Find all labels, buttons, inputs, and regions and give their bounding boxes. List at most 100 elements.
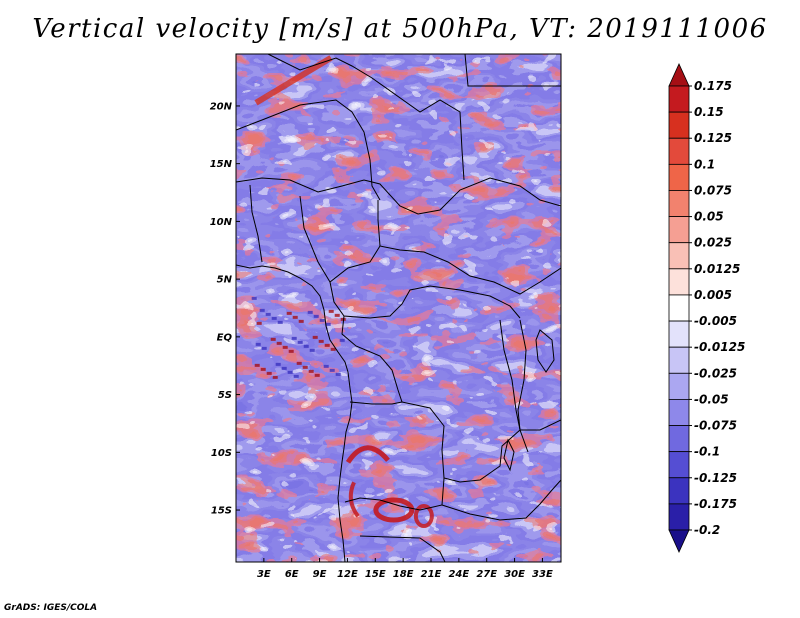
dipole-cell	[329, 368, 335, 372]
dipole-cell	[271, 316, 277, 320]
dipole-cell	[261, 346, 267, 350]
dipole-cell	[330, 347, 336, 351]
colorbar-label: 0.125	[694, 131, 732, 145]
border-13	[441, 479, 561, 521]
colorbar-segment	[668, 294, 690, 322]
dipole-cell	[281, 366, 287, 370]
border-2	[464, 54, 561, 87]
dipole-cell	[312, 335, 318, 339]
ascent-ring	[373, 497, 415, 523]
colorbar-label: 0.175	[694, 79, 732, 93]
colorbar-segment	[668, 111, 690, 139]
border-4	[236, 177, 561, 215]
colorbar-segment	[668, 477, 690, 505]
dipole-cell	[339, 338, 345, 342]
dipole-cell	[325, 322, 331, 326]
border-5	[249, 184, 263, 263]
colorbar: 0.175 0.15 0.125 0.1 0.075 0.05 0.025 0.0125 0.0…	[668, 63, 745, 553]
dipole-cell	[334, 313, 340, 317]
border-10	[401, 401, 561, 483]
border-8	[329, 281, 521, 319]
dipole-cell	[288, 349, 294, 353]
dipole-cell	[297, 340, 303, 344]
dipole-cell	[308, 369, 314, 373]
colorbar-segment	[668, 137, 690, 165]
x-tick-label: 21E	[421, 569, 442, 580]
y-tick-label: 5S	[218, 390, 232, 401]
colorbar-label: 0.05	[694, 210, 724, 224]
colorbar-segment	[668, 503, 690, 531]
dipole-cell	[302, 365, 308, 369]
colorbar-label: 0.0125	[694, 262, 740, 276]
dipole-cell	[324, 343, 330, 347]
ascent-band	[254, 55, 333, 106]
y-tick-label: 10S	[211, 448, 232, 459]
x-tick-label: 24E	[448, 569, 469, 580]
border-15	[499, 319, 521, 431]
colorbar-label: 0.005	[694, 288, 732, 302]
y-tick-label: 15N	[210, 159, 233, 170]
x-tick-label: 30E	[504, 569, 525, 580]
dipole-cell	[276, 341, 282, 345]
dipole-cell	[286, 311, 292, 315]
dipole-cell	[309, 348, 315, 352]
x-tick-label: 6E	[285, 569, 299, 580]
y-axis: 20N 15N 10N 5N EQ 5S 10S 15S	[210, 101, 240, 517]
ascent-arc	[348, 481, 360, 518]
colorbar-label: -0.075	[694, 419, 737, 433]
colorbar-arrow-top	[668, 63, 690, 87]
dipole-cell	[307, 310, 313, 314]
y-tick-label: EQ	[217, 332, 233, 343]
dipole-cell	[259, 308, 265, 312]
colorbar-segment	[668, 320, 690, 348]
dipole-cell	[255, 342, 261, 346]
colorbar-label: 0.1	[694, 157, 715, 171]
lake-shore-1	[517, 319, 529, 453]
x-tick-label: 33E	[532, 569, 553, 580]
border-3	[236, 99, 381, 201]
colorbar-label: 0.075	[694, 183, 732, 197]
dipole-cell	[323, 364, 329, 368]
x-tick-label: 27E	[476, 569, 497, 580]
colorbar-label: -0.05	[694, 392, 729, 406]
colorbar-label: 0.15	[694, 105, 724, 119]
colorbar-segment	[668, 425, 690, 453]
x-axis: 3E 6E 9E 12E 15E 18E 21E 24E 27E 30E 33E	[257, 558, 553, 580]
border-9	[341, 315, 403, 403]
colorbar-segment	[668, 190, 690, 217]
colorbar-segment	[668, 268, 690, 296]
colorbar-label: -0.125	[694, 471, 737, 485]
dipole-cell	[275, 362, 281, 366]
dipole-cell	[287, 370, 293, 374]
dipole-cell	[318, 339, 324, 343]
dipole-cell	[260, 367, 266, 371]
colorbar-label: -0.175	[694, 497, 737, 511]
y-tick-label: 20N	[210, 101, 233, 112]
x-tick-label: 15E	[365, 569, 386, 580]
colorbar-segment	[668, 451, 690, 479]
dipole-cell	[335, 372, 341, 376]
feature-layer	[251, 55, 434, 529]
coastline	[236, 264, 353, 562]
colorbar-label: -0.025	[694, 366, 737, 380]
colorbar-label: 0.025	[694, 236, 732, 250]
border-14	[359, 535, 446, 562]
y-tick-label: 10N	[210, 217, 233, 228]
dipole-cell	[313, 314, 319, 318]
dipole-cell	[292, 315, 298, 319]
boundaries	[236, 54, 561, 562]
dipole-cell	[293, 374, 299, 378]
colorbar-segment	[668, 242, 690, 270]
chart-title: Vertical velocity [m/s] at 500hPa, VT: 2…	[32, 14, 768, 44]
dipole-cell	[277, 320, 283, 324]
map-frame	[235, 53, 562, 563]
dipole-cell	[272, 375, 278, 379]
dipole-cell	[298, 319, 304, 323]
y-tick-label: 5N	[217, 275, 233, 286]
dipole-cell	[303, 344, 309, 348]
x-tick-label: 12E	[337, 569, 358, 580]
colorbar-segment	[668, 216, 690, 244]
dipole-cell	[256, 321, 262, 325]
dipole-cell	[328, 309, 334, 313]
